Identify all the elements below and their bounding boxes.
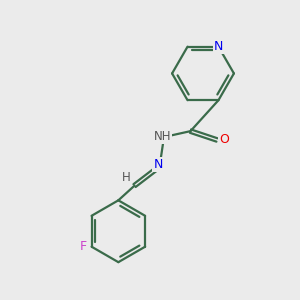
Text: N: N (214, 40, 223, 53)
Text: NH: NH (154, 130, 171, 143)
Text: H: H (122, 171, 131, 184)
Text: O: O (219, 134, 229, 146)
Text: F: F (80, 240, 87, 253)
Text: N: N (153, 158, 163, 172)
